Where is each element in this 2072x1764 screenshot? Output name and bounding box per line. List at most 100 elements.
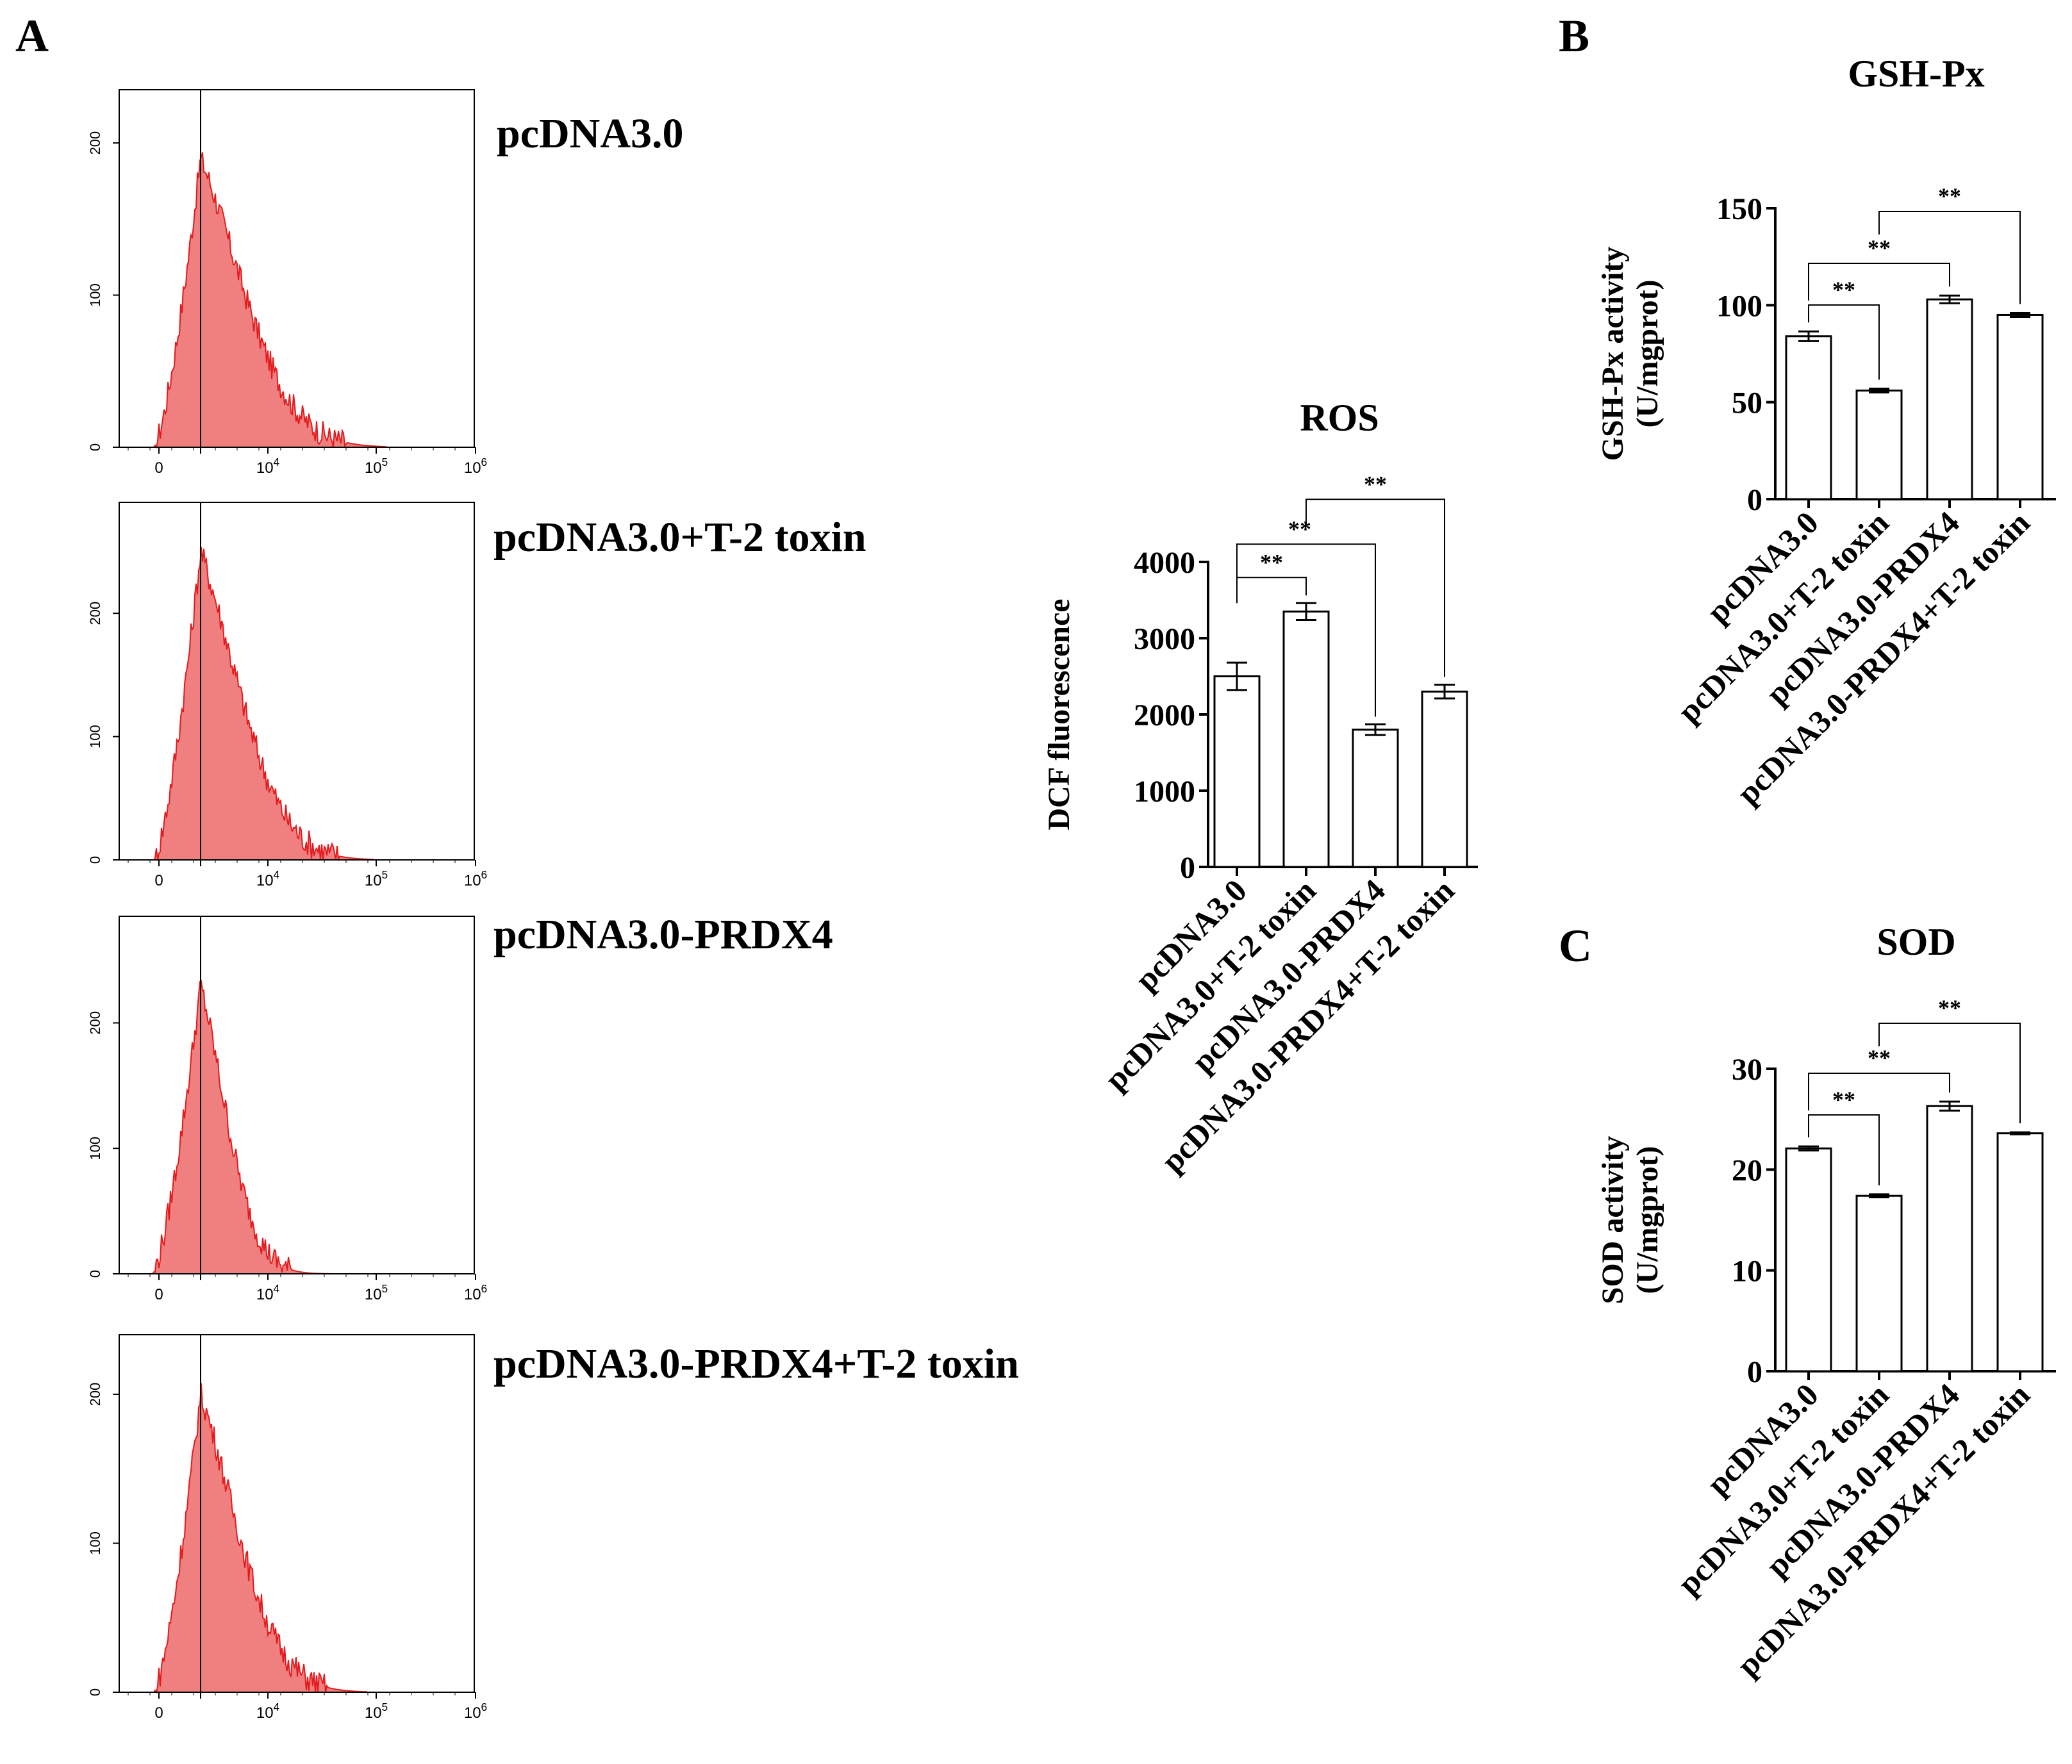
plot-frame: [119, 502, 475, 861]
y-tick-label: 0: [1747, 1355, 1762, 1389]
bar: [1996, 313, 2044, 500]
chart-title: SOD: [1877, 921, 1955, 963]
bar: [1926, 1105, 1973, 1372]
y-axis-label: DCF fluorescence: [1042, 598, 1076, 830]
bar: [1996, 1132, 2044, 1372]
significance-label: **: [1868, 1045, 1891, 1071]
chart-title: ROS: [1300, 397, 1379, 439]
x-tick-label: 0: [154, 1286, 163, 1303]
histogram-title: pcDNA3.0: [497, 110, 684, 157]
panel-letter-b: B: [1559, 10, 1589, 62]
y-tick-label: 100: [87, 1137, 103, 1160]
panel-letter-c: C: [1559, 920, 1592, 971]
x-tick-label: 0: [154, 872, 163, 889]
plot-frame: [119, 1334, 475, 1693]
x-tick-label: 104: [256, 1282, 280, 1303]
histogram-title: pcDNA3.0+T-2 toxin: [493, 514, 866, 561]
x-tick-label: 105: [365, 1701, 388, 1722]
x-tick-label: 106: [464, 1701, 487, 1722]
significance-bracket: [1808, 304, 1880, 380]
bar: [1785, 1147, 1832, 1372]
y-tick-label: 100: [1716, 289, 1762, 323]
bar: [1926, 298, 1973, 500]
significance-label: **: [1868, 235, 1891, 261]
y-axis-label: SOD activity: [1596, 1136, 1630, 1305]
bar: [1785, 335, 1832, 500]
y-tick-label: 200: [87, 1011, 103, 1035]
significance-bracket: [1808, 1073, 1950, 1110]
histogram-title: pcDNA3.0-PRDX4+T-2 toxin: [493, 1340, 1019, 1387]
significance-label: **: [1832, 277, 1855, 302]
bar: [1855, 390, 1903, 500]
bar: [1213, 675, 1261, 868]
significance-bracket: [1236, 577, 1307, 604]
y-tick-label: 0: [87, 1688, 103, 1696]
x-tick-label: 105: [365, 1282, 388, 1303]
panel-letter-a: A: [15, 10, 49, 62]
histogram-area: [153, 152, 386, 449]
bar: [1421, 690, 1468, 868]
significance-bracket: [1808, 1114, 1880, 1185]
histogram-panel-2: 0 100 200 0 104 105 106 pcDNA3.0+T-2 toxin: [87, 502, 866, 889]
gsh-px-bar-chart: GSH-Px 0 50 100 150 GSH-Px activity (U/mgprot)…: [1596, 53, 2056, 811]
bar: [1855, 1194, 1903, 1372]
y-tick-label: 4000: [1134, 546, 1195, 580]
y-axis-label: GSH-Px activity: [1596, 247, 1630, 461]
chart-title: GSH-Px: [1848, 53, 1984, 95]
significance-bracket: [1878, 1023, 2021, 1124]
x-tick-label: 0: [154, 1704, 163, 1722]
y-tick-label: 200: [87, 131, 103, 155]
y-tick-label: 100: [87, 1531, 103, 1555]
y-tick-label: 20: [1732, 1153, 1762, 1187]
significance-bracket: [1236, 543, 1376, 717]
y-tick-label: 3000: [1134, 622, 1195, 656]
y-tick-label: 0: [87, 443, 103, 451]
y-tick-label: 2000: [1134, 698, 1195, 732]
significance-bracket: [1878, 211, 2021, 304]
y-tick-label: 100: [87, 725, 103, 748]
histogram-panel-1: 0 100 200 0 104 105 106 pcDNA3.0: [87, 89, 684, 477]
x-tick-label: 106: [464, 456, 487, 477]
x-tick-label: 105: [365, 456, 388, 477]
x-tick-label: 0: [154, 459, 163, 477]
histogram-title: pcDNA3.0-PRDX4: [493, 911, 833, 958]
y-tick-label: 200: [87, 1383, 103, 1406]
y-tick-label: 1000: [1134, 775, 1195, 809]
y-tick-label: 150: [1716, 192, 1762, 226]
y-axis-label-units: (U/mgprot): [1630, 1146, 1664, 1294]
y-tick-label: 0: [1180, 851, 1195, 885]
y-tick-label: 50: [1732, 386, 1762, 420]
x-tick-label: 104: [256, 1701, 280, 1722]
y-tick-label: 0: [1747, 483, 1762, 517]
plot-frame: [119, 916, 475, 1274]
histogram-panel-4: 0 100 200 0 104 105 106 pcDNA3.0-PRDX4+T-2 toxi…: [87, 1334, 1019, 1722]
histogram-area: [151, 980, 329, 1274]
bar: [1282, 610, 1330, 868]
y-tick-label: 0: [87, 856, 103, 864]
histogram-area: [153, 1383, 367, 1694]
y-tick-label: 10: [1732, 1255, 1762, 1289]
x-tick-label: 106: [464, 1282, 487, 1303]
significance-label: **: [1938, 995, 1961, 1021]
significance-label: **: [1364, 471, 1387, 497]
histogram-area: [153, 547, 374, 862]
x-tick-label: 105: [365, 868, 388, 889]
y-tick-label: 200: [87, 602, 103, 625]
significance-label: **: [1938, 183, 1961, 209]
y-tick-label: 30: [1732, 1053, 1762, 1087]
plot-frame: [119, 89, 475, 448]
significance-bracket: [1808, 263, 1950, 301]
x-tick-label: 104: [256, 456, 280, 477]
x-tick-label: 106: [464, 868, 487, 889]
histogram-panel-3: 0 100 200 0 104 105 106 pcDNA3.0-PRDX4: [87, 911, 833, 1303]
y-axis-label-units: (U/mgprot): [1630, 279, 1664, 427]
significance-label: **: [1260, 549, 1283, 575]
significance-label: **: [1288, 516, 1311, 541]
y-tick-label: 100: [87, 283, 103, 307]
y-tick-label: 0: [87, 1270, 103, 1278]
significance-bracket: [1305, 499, 1445, 677]
significance-label: **: [1832, 1087, 1855, 1112]
